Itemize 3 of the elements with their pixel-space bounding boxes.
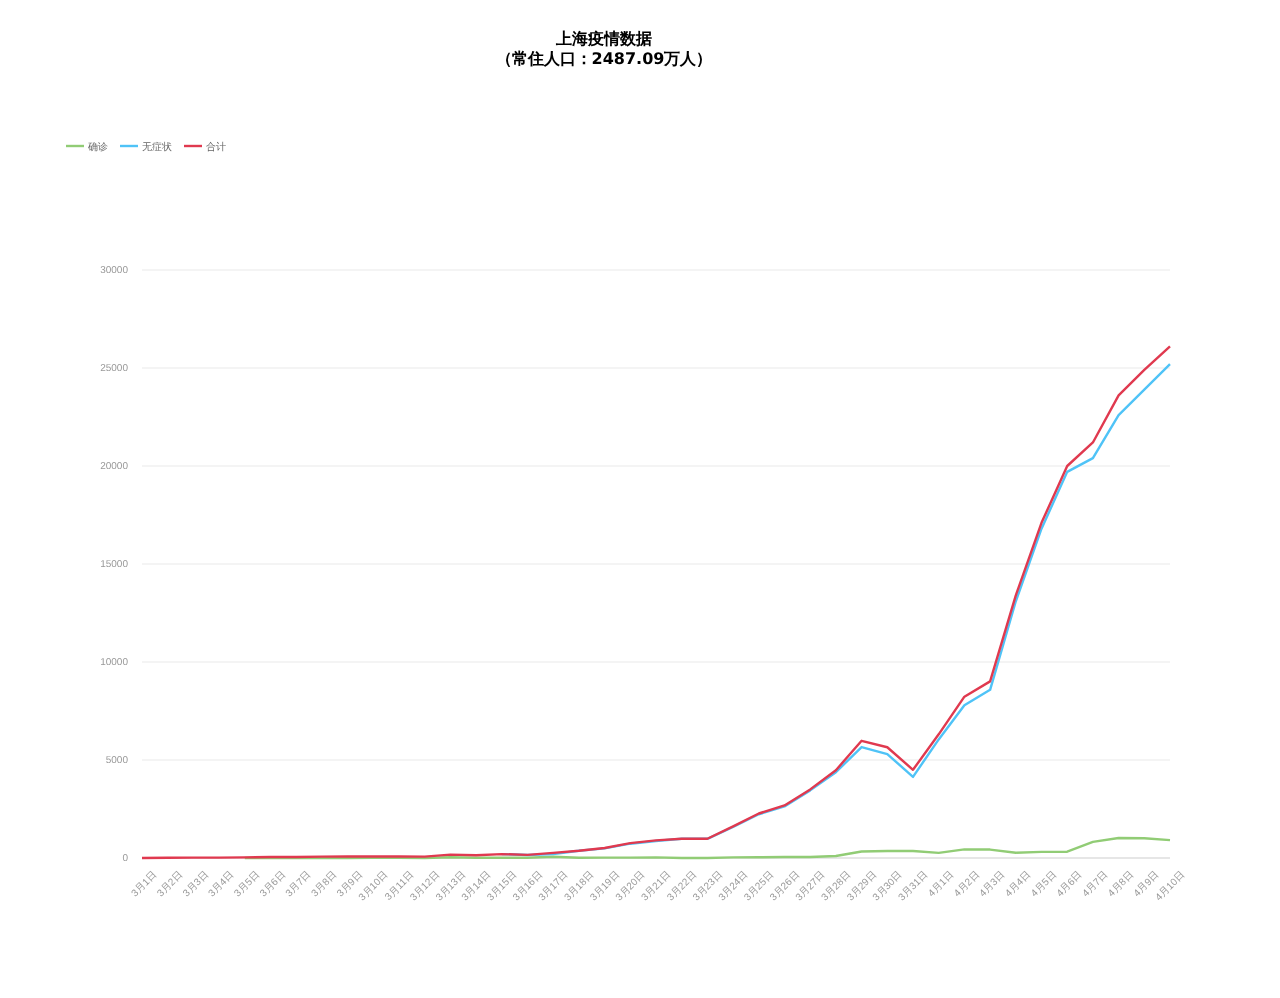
chart-title: 上海疫情数据 <box>554 30 652 48</box>
chart-subtitle: （常住人口：2487.09万人） <box>495 50 713 68</box>
line-series <box>140 345 1172 860</box>
